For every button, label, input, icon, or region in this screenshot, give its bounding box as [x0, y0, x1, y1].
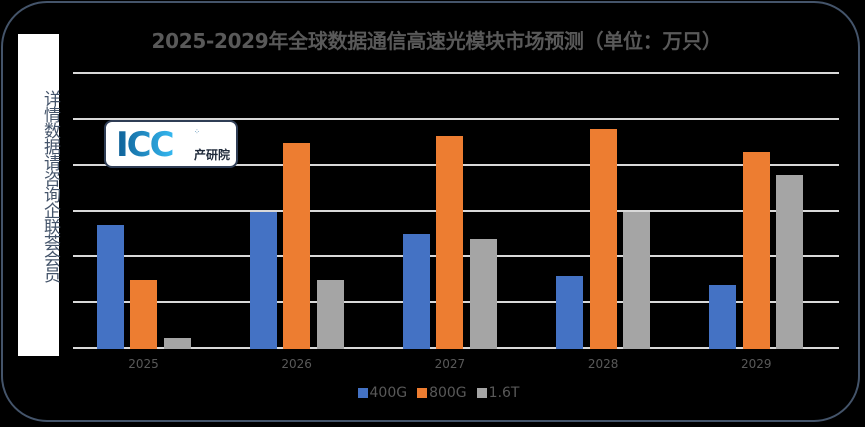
chart-title: 2025-2029年全球数据通信高速光模块市场预测（单位：万只） [151, 29, 722, 53]
legend-item: 1.6T [476, 385, 520, 401]
logo-dots-icon: ⁘ [194, 128, 200, 136]
x-axis-label: 2025 [128, 357, 159, 371]
bar-800g-2028 [589, 129, 617, 349]
x-axis-label: 2027 [434, 357, 466, 371]
bar-16t-2028 [623, 211, 651, 349]
gridline [73, 117, 839, 120]
legend-item: 800G [417, 385, 467, 401]
bar-16t-2027 [469, 239, 497, 349]
side-note-text: 详情数据请咨询企联荟会员 [40, 90, 60, 282]
bar-400g-2027 [402, 234, 430, 349]
x-axis-label: 2028 [587, 357, 619, 371]
bar-16t-2025 [163, 337, 191, 349]
logo-mark: ICC [116, 125, 175, 165]
bar-400g-2028 [556, 275, 584, 349]
bar-16t-2026 [316, 280, 344, 349]
x-axis-label: 2026 [281, 357, 312, 371]
bar-800g-2025 [130, 280, 157, 349]
legend-item: 400G [357, 385, 408, 401]
legend-swatch-icon [417, 388, 428, 398]
side-note-panel: 详情数据请咨询企联荟会员 [18, 34, 60, 356]
logo-text: 产研院 [194, 148, 231, 162]
icc-logo: ICC ⁘ 产研院 [104, 120, 238, 168]
chart-legend: 400G 800G 1.6T [0, 385, 865, 401]
x-axis-label: 2029 [741, 357, 772, 371]
bar-400g-2029 [709, 284, 737, 349]
legend-swatch-icon [476, 388, 487, 398]
gridline [73, 72, 839, 74]
chart-frame [1, 1, 860, 422]
legend-label: 1.6T [488, 385, 520, 401]
legend-swatch-icon [357, 388, 368, 398]
legend-label: 800G [429, 385, 467, 401]
bar-16t-2029 [776, 174, 804, 349]
bar-800g-2027 [436, 135, 464, 349]
bar-800g-2026 [283, 142, 311, 349]
legend-label: 400G [369, 385, 408, 401]
plot-area [73, 72, 839, 349]
bar-400g-2026 [249, 211, 277, 349]
bar-400g-2025 [96, 225, 124, 349]
bar-800g-2029 [742, 151, 770, 349]
